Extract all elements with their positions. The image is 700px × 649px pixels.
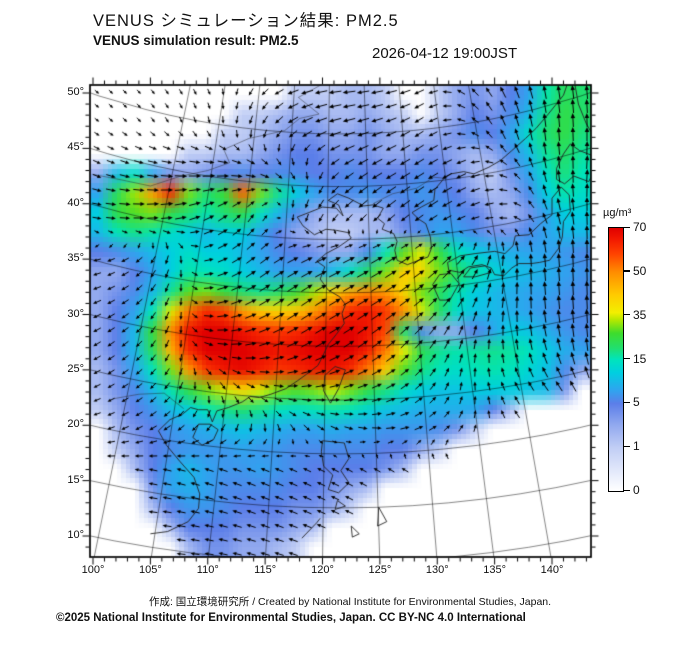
lon-tick-label: 115° bbox=[254, 564, 277, 576]
lon-tick-label: 140° bbox=[540, 564, 564, 576]
lat-tick-label: 10° bbox=[67, 529, 84, 541]
colorbar-tick-mark bbox=[624, 358, 630, 360]
colorbar-tick-mark bbox=[624, 489, 630, 491]
lon-tick-label: 100° bbox=[81, 564, 105, 576]
lon-tick-label: 130° bbox=[425, 564, 449, 576]
page-title-japanese: VENUS シミュレーション結果: PM2.5 bbox=[93, 12, 399, 30]
colorbar bbox=[608, 227, 624, 492]
colorbar-tick-mark bbox=[624, 445, 630, 447]
lat-tick-label: 25° bbox=[67, 362, 84, 375]
lat-tick-label: 20° bbox=[67, 418, 84, 431]
lon-tick-label: 110° bbox=[196, 564, 219, 576]
colorbar-tick-label: 1 bbox=[633, 439, 640, 454]
lat-tick-label: 45° bbox=[67, 141, 84, 154]
colorbar-tick-label: 70 bbox=[633, 220, 647, 234]
colorbar-tick-label: 35 bbox=[633, 307, 647, 322]
colorbar-tick-mark bbox=[624, 314, 630, 316]
lat-tick-label: 40° bbox=[67, 196, 84, 209]
colorbar-tick-mark bbox=[624, 401, 630, 404]
colorbar-tick-label: 5 bbox=[633, 395, 640, 410]
colorbar-tick-label: 0 bbox=[633, 483, 640, 497]
lon-tick-label: 120° bbox=[311, 564, 334, 576]
lon-tick-label: 125° bbox=[368, 564, 392, 576]
lon-tick-label: 135° bbox=[483, 564, 506, 576]
credit-line: 作成: 国立環境研究所 / Created by National Instit… bbox=[148, 596, 552, 608]
lat-tick-label: 35° bbox=[67, 252, 84, 265]
colorbar-unit-label: µg/m³ bbox=[603, 207, 632, 219]
colorbar-tick-mark bbox=[624, 226, 630, 228]
timestamp: 2026-04-12 19:00JST bbox=[372, 45, 518, 62]
page-title-english: VENUS simulation result: PM2.5 bbox=[93, 33, 299, 48]
lat-tick-label: 30° bbox=[67, 307, 84, 320]
license-line: ©2025 National Institute for Environment… bbox=[56, 612, 526, 624]
colorbar-tick-mark bbox=[624, 270, 630, 272]
lon-tick-label: 105° bbox=[138, 564, 162, 576]
lat-tick-label: 50° bbox=[67, 86, 84, 98]
lat-tick-label: 15° bbox=[67, 473, 84, 486]
colorbar-tick-label: 50 bbox=[633, 263, 647, 278]
colorbar-tick-label: 15 bbox=[633, 351, 647, 366]
